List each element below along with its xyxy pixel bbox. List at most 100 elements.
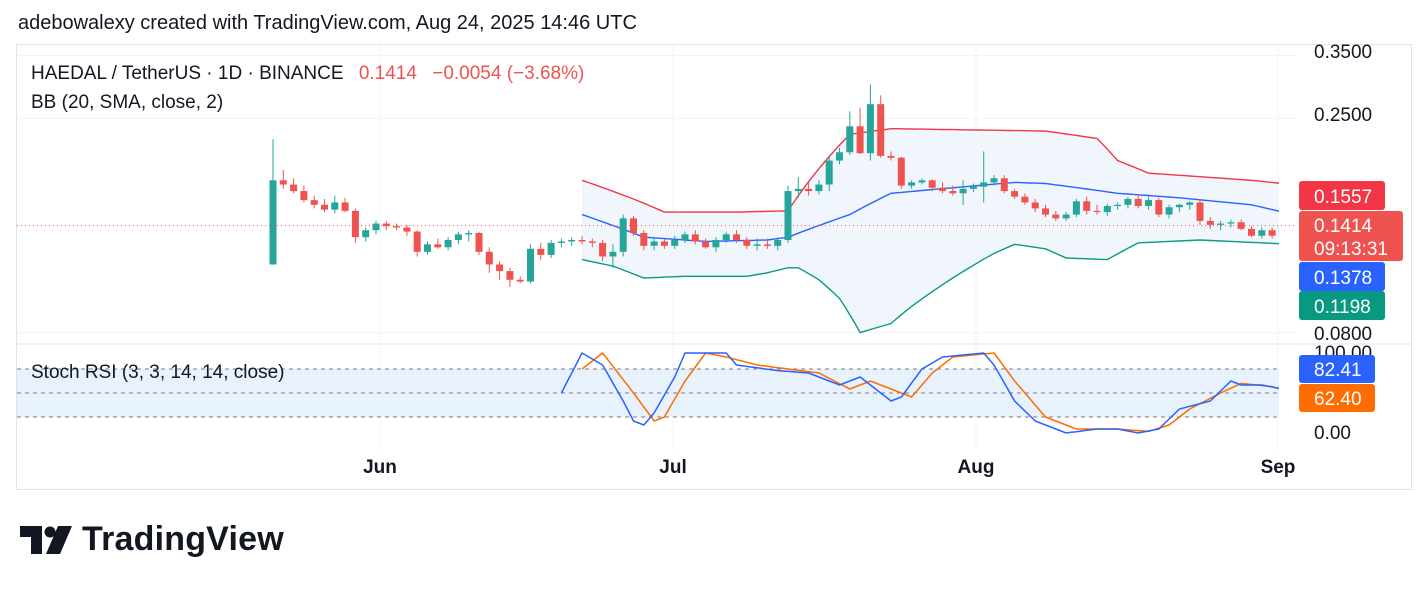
- candle: [650, 237, 658, 251]
- candle-body: [1103, 205, 1111, 213]
- candle: [341, 197, 349, 213]
- candle: [557, 238, 565, 248]
- candle: [609, 244, 617, 268]
- candle-body: [475, 232, 483, 252]
- candle: [362, 227, 370, 242]
- candle: [321, 198, 328, 213]
- chart-attribution: adebowalexy created with TradingView.com…: [18, 12, 637, 34]
- legend-price: 0.1414: [359, 63, 418, 84]
- candle: [619, 214, 627, 257]
- candle-body: [619, 218, 627, 252]
- candle-body: [794, 188, 802, 192]
- candle-body: [341, 202, 349, 211]
- candle: [290, 178, 298, 194]
- candle-body: [866, 104, 874, 154]
- price-tick-label: 0.2500: [1314, 105, 1372, 126]
- candle: [372, 220, 380, 235]
- candle-body: [1072, 201, 1080, 215]
- candle: [753, 238, 761, 251]
- candle: [351, 208, 359, 243]
- candle: [815, 180, 823, 195]
- candle-body: [1217, 223, 1225, 225]
- tradingview-brand[interactable]: TradingView: [20, 520, 284, 559]
- candle-body: [372, 223, 380, 231]
- candle-body: [269, 180, 277, 265]
- stoch-d-line: [581, 351, 1279, 433]
- candle-body: [1155, 200, 1163, 215]
- candle: [805, 182, 813, 196]
- candle-body: [578, 240, 586, 242]
- candle-body: [454, 234, 462, 241]
- legend-change: −0.0054 (−3.68%): [432, 63, 584, 84]
- candle-body: [733, 234, 740, 241]
- candle: [702, 238, 710, 249]
- candle-body: [516, 279, 524, 282]
- candle-body: [743, 240, 751, 246]
- candle: [1031, 198, 1039, 213]
- candle: [537, 242, 545, 260]
- candlestick-series: [269, 84, 1296, 287]
- candle: [1217, 220, 1225, 231]
- candle-body: [1052, 214, 1060, 219]
- bb-fill: [582, 128, 1279, 333]
- candle-body: [1186, 202, 1194, 205]
- candle-body: [496, 264, 504, 272]
- candle-body: [1114, 204, 1122, 206]
- candle-body: [990, 178, 998, 183]
- candle-body: [650, 241, 658, 246]
- candle-body: [1124, 198, 1132, 205]
- candle: [1165, 204, 1173, 219]
- stoch-rsi-pane: [17, 351, 1279, 434]
- candle: [393, 223, 401, 231]
- candle: [382, 220, 390, 231]
- candle: [836, 147, 843, 165]
- candle: [424, 241, 431, 255]
- candle-body: [722, 234, 730, 241]
- upper-band-value: 0.1557: [1314, 187, 1372, 208]
- candle-body: [557, 241, 565, 243]
- candle-body: [805, 188, 813, 192]
- symbol-title: HAEDAL / TetherUS · 1D · BINANCE: [31, 63, 344, 84]
- candle: [794, 177, 802, 198]
- candle: [331, 195, 339, 214]
- stoch-legend[interactable]: Stoch RSI (3, 3, 14, 14, close): [31, 362, 284, 383]
- candle: [825, 155, 833, 192]
- candle: [969, 183, 977, 193]
- candle: [877, 95, 885, 158]
- candle-body: [918, 180, 926, 183]
- candle-body: [321, 204, 328, 210]
- candle-body: [331, 202, 339, 210]
- candle-body: [846, 126, 854, 153]
- candle: [588, 238, 596, 248]
- candle-body: [660, 241, 668, 246]
- chart-panel[interactable]: [16, 44, 1412, 490]
- candle: [1175, 203, 1183, 213]
- candle: [1000, 175, 1008, 194]
- lower-band-badge: [1299, 291, 1385, 320]
- candle-body: [1083, 201, 1091, 211]
- candle: [856, 107, 864, 155]
- tradingview-logo-icon: [20, 525, 72, 554]
- bb-lower-line: [581, 239, 1279, 334]
- candle: [1072, 198, 1080, 218]
- candle-body: [403, 227, 411, 232]
- time-axis[interactable]: Jun Jul Aug Sep: [363, 457, 1295, 478]
- candle-body: [774, 240, 782, 246]
- candle-body: [1289, 205, 1296, 225]
- candle: [1062, 212, 1070, 221]
- candle: [949, 185, 957, 196]
- bb-legend[interactable]: BB (20, SMA, close, 2): [31, 92, 223, 113]
- candle-body: [877, 104, 885, 156]
- candle-body: [1042, 208, 1049, 215]
- candle-body: [1278, 224, 1279, 236]
- candle-body: [1021, 196, 1029, 203]
- candle: [1248, 226, 1255, 238]
- candle-body: [1011, 191, 1019, 197]
- candle-body: [362, 230, 370, 238]
- candle-body: [640, 232, 648, 246]
- symbol-legend[interactable]: HAEDAL / TetherUS · 1D · BINANCE 0.1414 …: [31, 63, 584, 84]
- last-price-value: 0.1414: [1314, 216, 1373, 237]
- price-axis[interactable]: 0.3500 0.2500 0.0800: [1314, 42, 1372, 345]
- candle-body: [681, 234, 689, 241]
